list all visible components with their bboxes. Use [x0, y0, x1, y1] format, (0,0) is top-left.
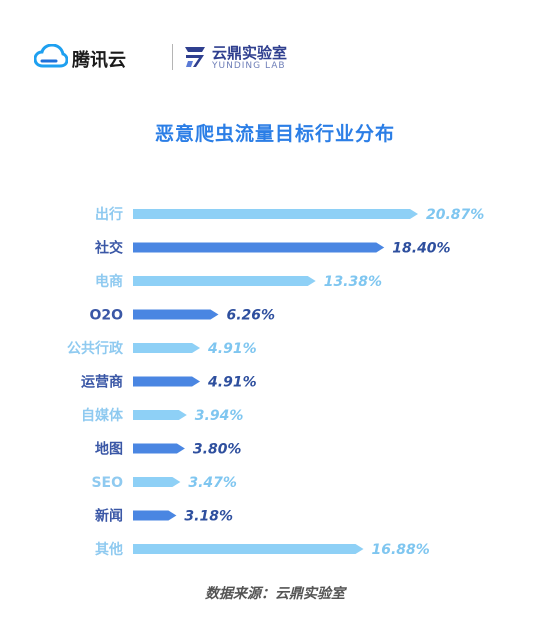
bar-运营商	[133, 376, 201, 387]
bar-地图	[133, 443, 185, 454]
value-label-9: 3.18%	[184, 509, 233, 525]
bar-seo	[133, 477, 181, 487]
value-label-5: 4.91%	[207, 375, 257, 391]
value-label-4: 4.91%	[207, 341, 257, 357]
category-label-6: 自媒体	[81, 407, 124, 424]
yunding-lab-brand: 云鼎实验室	[212, 44, 288, 62]
category-label-2: 电商	[95, 273, 123, 290]
value-label-3: 6.26%	[226, 308, 275, 324]
header: 腾讯云 云鼎实验室 YUNDING LAB	[34, 40, 434, 76]
value-label-7: 3.80%	[193, 442, 242, 458]
category-label-0: 出行	[95, 206, 123, 223]
bar-其他	[133, 544, 364, 554]
yunding-lab-brand-english: YUNDING LAB	[212, 61, 286, 71]
data-source: 数据来源：云鼎实验室	[205, 586, 345, 602]
category-label-4: 公共行政	[67, 340, 124, 357]
bar-社交	[133, 242, 385, 253]
bar-电商	[133, 276, 316, 286]
bar-出行	[133, 209, 418, 219]
category-label-5: 运营商	[81, 374, 123, 391]
header-divider	[172, 44, 173, 70]
bar-公共行政	[133, 343, 201, 353]
value-label-10: 16.88%	[372, 542, 430, 558]
chart-title: 恶意爬虫流量目标行业分布	[154, 123, 395, 145]
category-label-1: 社交	[94, 240, 123, 257]
value-label-6: 3.94%	[195, 408, 244, 424]
bar-o2o	[133, 309, 219, 320]
category-label-8: SEO	[91, 475, 123, 491]
value-label-8: 3.47%	[188, 475, 237, 491]
bar-自媒体	[133, 410, 187, 420]
category-label-3: O2O	[89, 308, 123, 324]
tencent-cloud-brand: 腾讯云	[72, 50, 126, 71]
value-label-1: 18.40%	[392, 241, 450, 257]
tencent-cloud-logo-icon	[34, 44, 68, 68]
bar-新闻	[133, 510, 177, 521]
value-label-0: 20.87%	[426, 207, 484, 223]
category-label-7: 地图	[95, 441, 123, 458]
yunding-lab-logo-icon	[185, 47, 205, 67]
category-label-9: 新闻	[95, 508, 123, 525]
category-label-10: 其他	[95, 541, 123, 558]
value-label-2: 13.38%	[324, 274, 382, 290]
